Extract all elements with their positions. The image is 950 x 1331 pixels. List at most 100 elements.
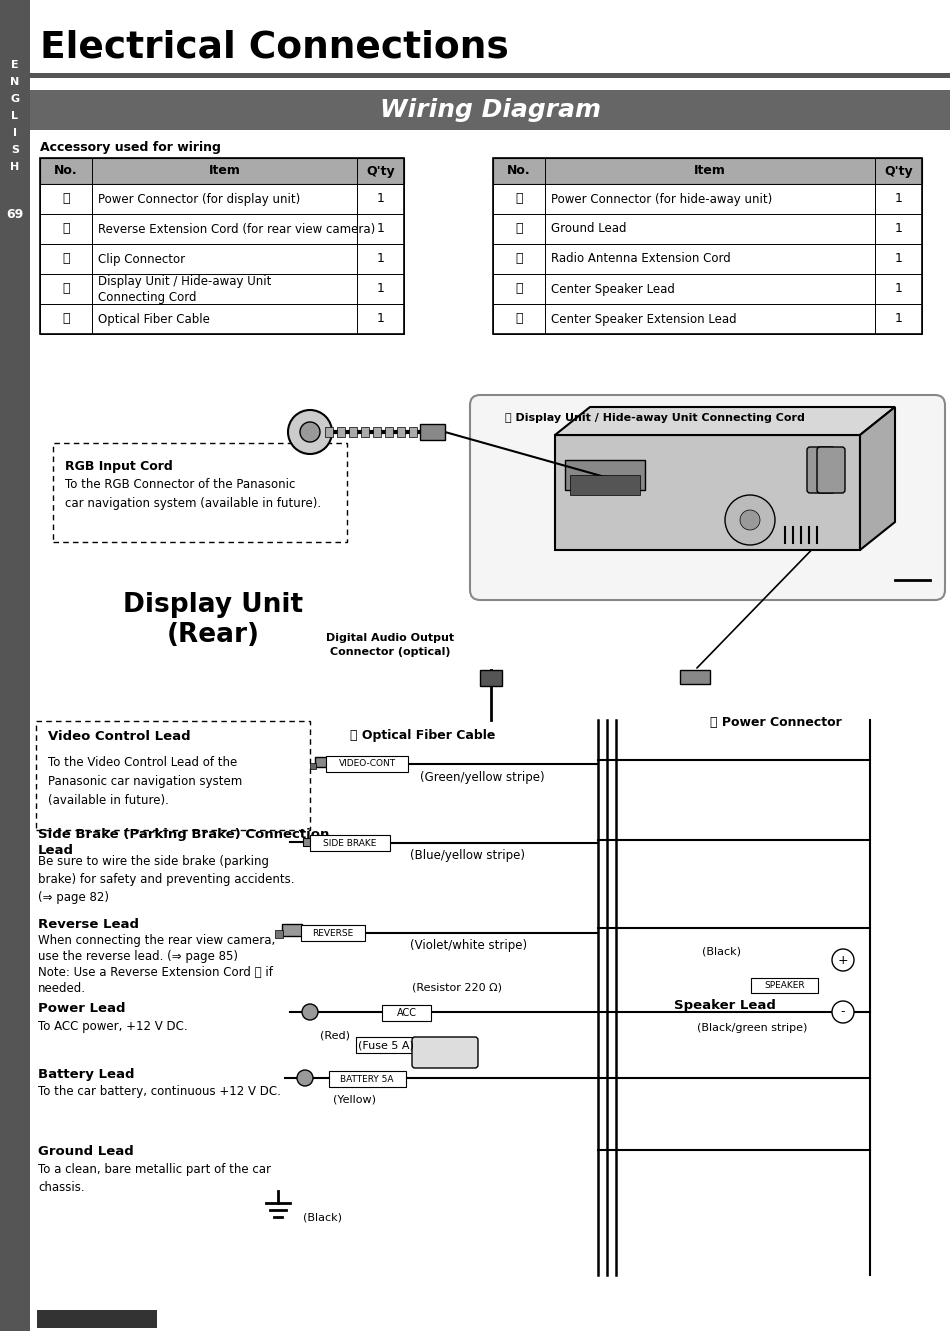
Text: H: H bbox=[10, 162, 20, 172]
Text: Display Unit
(Rear): Display Unit (Rear) bbox=[123, 592, 303, 648]
Polygon shape bbox=[555, 407, 895, 435]
Text: ㉚: ㉚ bbox=[63, 313, 69, 326]
Text: +: + bbox=[838, 953, 848, 966]
FancyBboxPatch shape bbox=[817, 447, 845, 492]
Text: When connecting the rear view camera,: When connecting the rear view camera, bbox=[38, 934, 276, 946]
Text: Display Unit / Hide-away Unit: Display Unit / Hide-away Unit bbox=[98, 276, 272, 289]
Text: To the RGB Connector of the Panasonic
car navigation system (available in future: To the RGB Connector of the Panasonic ca… bbox=[65, 478, 321, 510]
Text: 1: 1 bbox=[895, 313, 902, 326]
Text: 1: 1 bbox=[895, 282, 902, 295]
FancyBboxPatch shape bbox=[326, 756, 408, 772]
Bar bbox=[385, 427, 393, 437]
Text: ㉛: ㉛ bbox=[515, 193, 523, 205]
Text: BATTERY 5A: BATTERY 5A bbox=[340, 1074, 393, 1083]
Text: Center Speaker Lead: Center Speaker Lead bbox=[551, 282, 674, 295]
Bar bbox=[40, 303, 404, 334]
Bar bbox=[37, 1310, 157, 1328]
Bar bbox=[282, 924, 302, 936]
FancyBboxPatch shape bbox=[382, 1005, 431, 1021]
Text: -: - bbox=[841, 1005, 846, 1018]
Bar bbox=[40, 158, 404, 334]
Bar bbox=[30, 73, 950, 79]
Bar bbox=[493, 158, 922, 184]
Bar bbox=[40, 274, 404, 303]
Text: Optical Fiber Cable: Optical Fiber Cable bbox=[98, 313, 210, 326]
Text: 78: 78 bbox=[6, 1300, 25, 1315]
Bar bbox=[303, 839, 311, 847]
Bar bbox=[0, 0, 30, 1331]
Text: Reverse Extension Cord (for rear view camera): Reverse Extension Cord (for rear view ca… bbox=[98, 222, 375, 236]
Bar bbox=[40, 214, 404, 244]
Text: (Resistor 220 Ω): (Resistor 220 Ω) bbox=[412, 984, 502, 993]
Bar bbox=[680, 669, 710, 684]
FancyBboxPatch shape bbox=[807, 447, 835, 492]
Circle shape bbox=[725, 495, 775, 544]
Text: Ground Lead: Ground Lead bbox=[551, 222, 626, 236]
Text: Item: Item bbox=[694, 165, 726, 177]
Bar bbox=[397, 427, 405, 437]
Text: Connecting Cord: Connecting Cord bbox=[98, 290, 197, 303]
FancyBboxPatch shape bbox=[36, 721, 310, 831]
Text: 1: 1 bbox=[895, 222, 902, 236]
Circle shape bbox=[297, 1070, 313, 1086]
Text: ㉗: ㉗ bbox=[63, 222, 69, 236]
Text: (Black): (Black) bbox=[302, 1213, 341, 1223]
Bar bbox=[40, 184, 404, 214]
Bar bbox=[349, 427, 357, 437]
Text: No.: No. bbox=[507, 165, 531, 177]
Text: ㉖: ㉖ bbox=[63, 193, 69, 205]
Bar bbox=[325, 427, 333, 437]
Bar bbox=[493, 158, 922, 334]
Text: 1: 1 bbox=[376, 222, 385, 236]
Text: needed.: needed. bbox=[38, 982, 86, 996]
Text: Be sure to wire the side brake (parking
brake) for safety and preventing acciden: Be sure to wire the side brake (parking … bbox=[38, 855, 294, 904]
Bar bbox=[40, 244, 404, 274]
Text: Center Speaker Extension Lead: Center Speaker Extension Lead bbox=[551, 313, 736, 326]
Text: ㉞: ㉞ bbox=[515, 282, 523, 295]
Text: To the Video Control Lead of the
Panasonic car navigation system
(available in f: To the Video Control Lead of the Panason… bbox=[48, 756, 242, 807]
Bar bbox=[493, 184, 922, 214]
Text: ㉜: ㉜ bbox=[515, 222, 523, 236]
Text: Q'ty: Q'ty bbox=[366, 165, 395, 177]
Text: L: L bbox=[11, 110, 18, 121]
Text: 1: 1 bbox=[376, 282, 385, 295]
Bar bbox=[361, 427, 369, 437]
FancyBboxPatch shape bbox=[412, 1037, 478, 1067]
FancyBboxPatch shape bbox=[301, 925, 365, 941]
FancyBboxPatch shape bbox=[329, 1071, 406, 1087]
Bar bbox=[30, 91, 950, 130]
Text: Note: Use a Reverse Extension Cord ㉗ if: Note: Use a Reverse Extension Cord ㉗ if bbox=[38, 966, 273, 980]
Text: SPEAKER: SPEAKER bbox=[765, 981, 806, 989]
Text: (Red): (Red) bbox=[320, 1030, 350, 1040]
Circle shape bbox=[740, 510, 760, 530]
Text: Reverse Lead: Reverse Lead bbox=[38, 918, 139, 930]
Bar bbox=[555, 435, 860, 550]
Text: 1: 1 bbox=[376, 253, 385, 265]
Text: REVERSE: REVERSE bbox=[313, 929, 353, 937]
Text: Wiring Diagram: Wiring Diagram bbox=[379, 98, 600, 122]
Circle shape bbox=[300, 422, 320, 442]
Text: Video Control Lead: Video Control Lead bbox=[48, 731, 191, 744]
Text: G: G bbox=[10, 95, 20, 104]
Text: ㉝: ㉝ bbox=[515, 253, 523, 265]
Text: Speaker Lead: Speaker Lead bbox=[674, 998, 776, 1012]
Text: Digital Audio Output
Connector (optical): Digital Audio Output Connector (optical) bbox=[326, 634, 454, 658]
Text: E: E bbox=[11, 60, 19, 71]
Text: To the car battery, continuous +12 V DC.: To the car battery, continuous +12 V DC. bbox=[38, 1085, 281, 1098]
Polygon shape bbox=[860, 407, 895, 550]
Bar bbox=[337, 427, 345, 437]
Bar bbox=[493, 274, 922, 303]
Bar bbox=[275, 930, 283, 938]
Text: ㉚ Optical Fiber Cable: ㉚ Optical Fiber Cable bbox=[350, 728, 495, 741]
Text: (Fuse 5 A): (Fuse 5 A) bbox=[358, 1040, 414, 1050]
Text: Ground Lead: Ground Lead bbox=[38, 1145, 134, 1158]
Bar bbox=[493, 214, 922, 244]
Text: ACC: ACC bbox=[397, 1008, 417, 1018]
Text: 1: 1 bbox=[376, 313, 385, 326]
Text: I: I bbox=[13, 128, 17, 138]
Bar bbox=[420, 425, 445, 441]
FancyBboxPatch shape bbox=[310, 835, 390, 851]
Bar bbox=[493, 244, 922, 274]
Text: ㉟: ㉟ bbox=[515, 313, 523, 326]
Bar bbox=[409, 427, 417, 437]
